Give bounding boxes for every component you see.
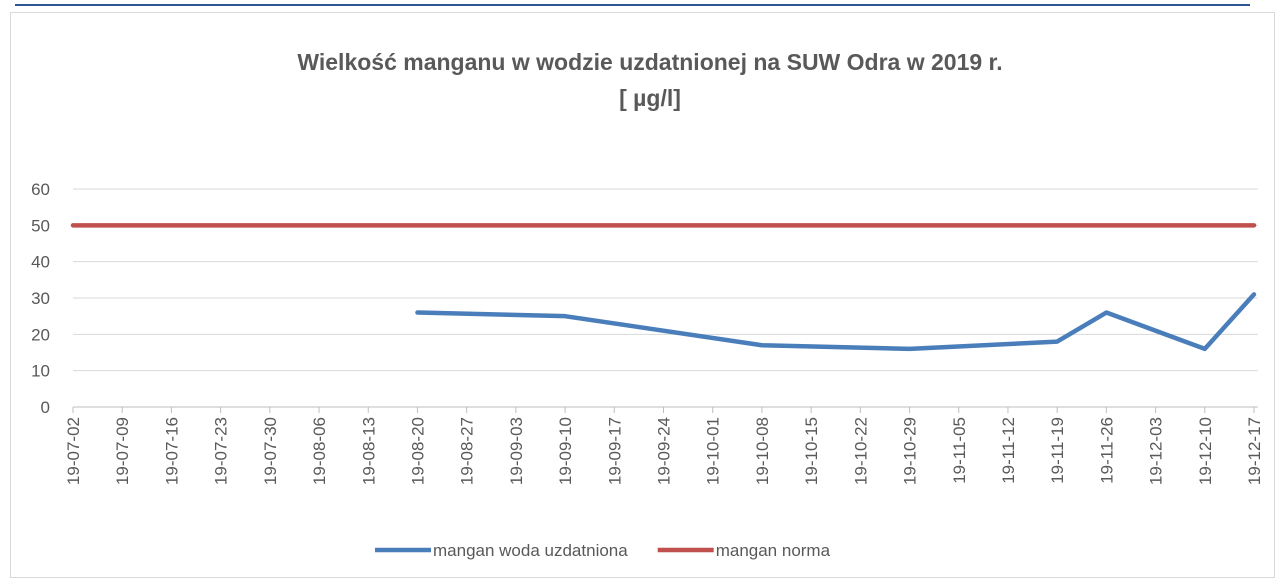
x-tick-label: 19-08-20 <box>408 417 427 485</box>
x-tick-label: 19-10-08 <box>753 417 772 485</box>
x-tick-label: 19-08-27 <box>458 417 477 485</box>
x-tick-label: 19-10-15 <box>802 417 821 485</box>
data-line <box>415 292 1257 352</box>
x-tick-label: 19-11-19 <box>1048 417 1067 484</box>
y-tick-label: 20 <box>31 325 50 344</box>
x-tick-label: 19-07-16 <box>162 417 181 485</box>
chart-title: Wielkość manganu w wodzie uzdatnionej na… <box>297 49 1002 75</box>
legend-label: mangan woda uzdatniona <box>433 541 628 560</box>
x-tick-label: 19-10-29 <box>901 417 920 485</box>
x-tick-label: 19-09-03 <box>507 417 526 485</box>
x-tick-label: 19-08-13 <box>359 417 378 485</box>
x-tick-label: 19-11-05 <box>950 417 969 484</box>
x-tick-label: 19-12-17 <box>1245 417 1264 485</box>
y-tick-label: 50 <box>31 216 50 235</box>
x-tick-label: 19-07-23 <box>212 417 231 485</box>
x-tick-label: 19-09-17 <box>605 417 624 485</box>
y-tick-label: 10 <box>31 362 50 381</box>
x-tick-label: 19-10-01 <box>704 417 723 485</box>
x-tick-label: 19-08-06 <box>310 417 329 485</box>
x-tick-label: 19-09-10 <box>556 417 575 485</box>
x-tick-label: 19-11-12 <box>999 417 1018 484</box>
x-tick-label: 19-12-03 <box>1147 417 1166 485</box>
x-tick-label: 19-12-10 <box>1196 417 1215 485</box>
y-tick-label: 30 <box>31 289 50 308</box>
y-tick-label: 60 <box>31 180 50 199</box>
x-tick-label: 19-10-22 <box>851 417 870 485</box>
x-tick-label: 19-07-30 <box>261 417 280 485</box>
x-tick-label: 19-07-09 <box>113 417 132 485</box>
chart-title: [ µg/l] <box>619 85 681 111</box>
chart-frame <box>10 12 1275 578</box>
legend-label: mangan norma <box>716 541 831 560</box>
x-tick-label: 19-09-24 <box>655 417 674 485</box>
x-tick-label: 19-11-26 <box>1097 417 1116 484</box>
y-tick-label: 40 <box>31 253 50 272</box>
x-tick-label: 19-07-02 <box>64 417 83 485</box>
y-tick-label: 0 <box>41 398 50 417</box>
